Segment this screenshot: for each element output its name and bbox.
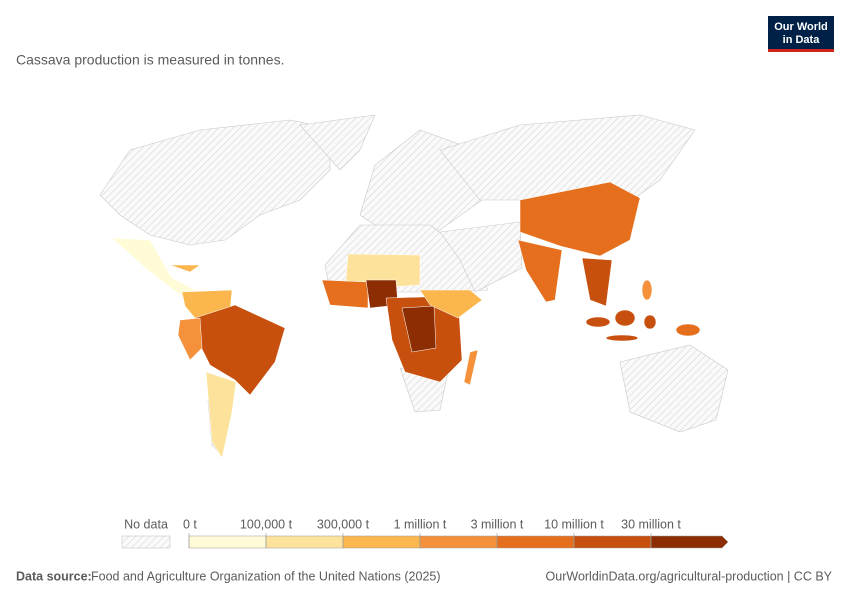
madagascar <box>463 349 479 386</box>
west-africa <box>321 279 369 309</box>
source-label: Data source: <box>16 569 92 583</box>
east-africa <box>419 289 483 319</box>
legend-swatch <box>496 535 575 549</box>
greenland <box>299 114 376 171</box>
legend-swatch <box>265 535 344 549</box>
andean <box>177 317 203 361</box>
india <box>517 239 563 303</box>
java <box>605 334 639 342</box>
logo-text: Our World <box>774 21 828 33</box>
legend-tick-label: 300,000 t <box>317 517 370 531</box>
north-america <box>99 119 331 246</box>
subtitle: Cassava production is measured in tonnes… <box>16 52 284 68</box>
world-map <box>99 114 729 459</box>
logo-box[interactable] <box>768 16 834 52</box>
drc <box>401 305 437 353</box>
southeast-asia <box>581 257 613 307</box>
caribbean <box>169 264 201 273</box>
legend-tick-label: 1 million t <box>394 517 447 531</box>
source: Food and Agriculture Organization of the… <box>91 569 441 583</box>
legend-tick-label: 30 million t <box>621 517 681 531</box>
legend-tick-label: 0 t <box>183 517 197 531</box>
middle-east <box>439 221 523 293</box>
mexico-central-america <box>111 237 196 297</box>
brazil-region <box>194 304 286 396</box>
legend-tick-label: 10 million t <box>544 517 604 531</box>
australia <box>619 344 729 433</box>
legend-tick-label: 100,000 t <box>240 517 293 531</box>
legend-swatch <box>342 535 421 549</box>
borneo <box>614 309 636 327</box>
logo-underline <box>768 49 834 52</box>
philippines <box>641 279 653 301</box>
china <box>519 181 641 257</box>
argentina-region <box>205 371 237 459</box>
source-link[interactable]: OurWorldinData.org/agricultural-producti… <box>546 569 833 583</box>
sahel <box>344 253 421 291</box>
legend-swatch <box>573 535 652 549</box>
no-data-label: No data <box>124 517 168 531</box>
legend-swatch <box>188 535 267 549</box>
no-data-swatch <box>121 535 171 549</box>
logo-text: in Data <box>783 34 821 46</box>
legend: No data 0 t 100,000 t 300,000 t 1 million t… <box>121 517 729 549</box>
legend-tick-label: 3 million t <box>471 517 524 531</box>
legend-swatch <box>419 535 498 549</box>
northern-asia <box>439 114 696 206</box>
new-guinea <box>675 323 701 337</box>
legend-swatch <box>650 535 729 549</box>
sumatra <box>585 316 611 328</box>
sulawesi <box>643 314 657 330</box>
